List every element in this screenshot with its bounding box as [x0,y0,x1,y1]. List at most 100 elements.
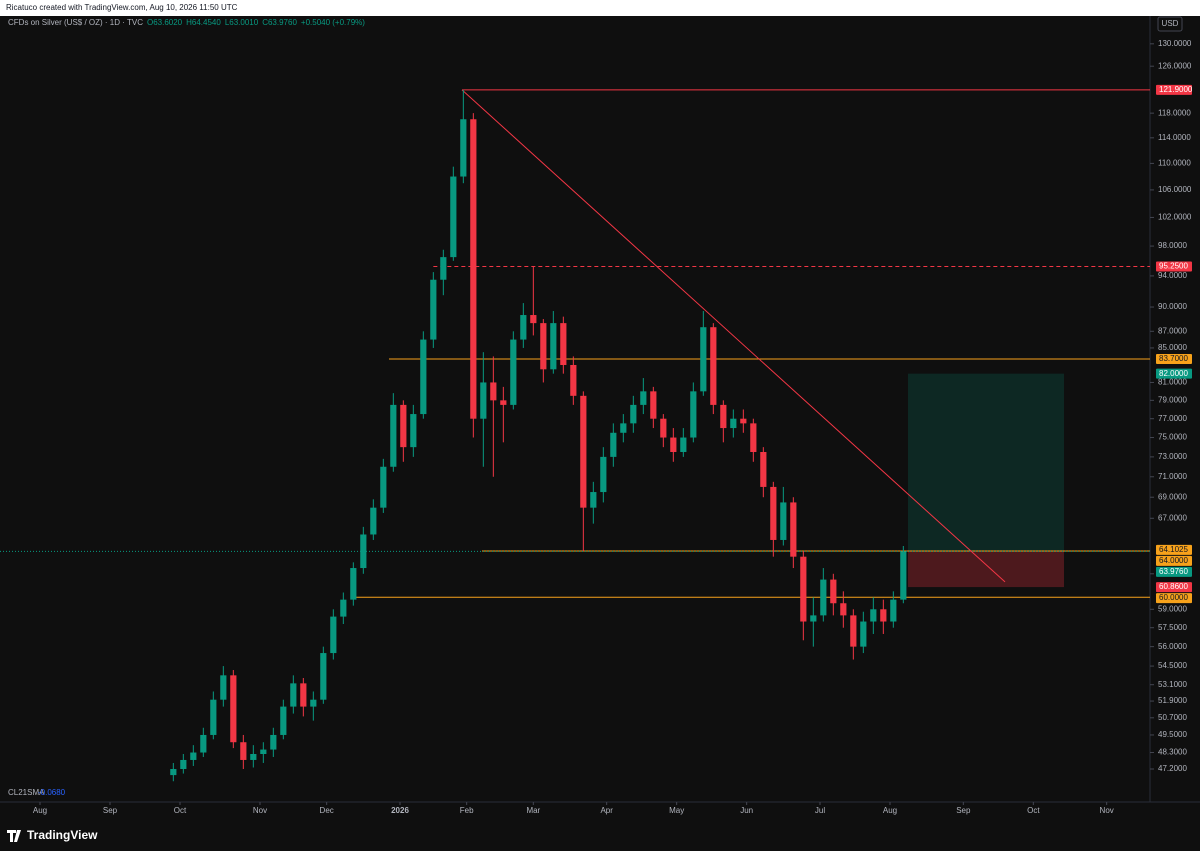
candle-body [890,599,897,622]
legend: CFDs on Silver (US$ / OZ) · 1D · TVC [8,18,143,27]
candle-body [280,706,287,735]
y-tick-label: 81.0000 [1158,378,1187,387]
price-tag-label: 60.8600 [1159,582,1188,591]
y-tick-label: 59.0000 [1158,604,1187,613]
candle-body [360,534,367,569]
candle-body [790,502,797,557]
candle-body [580,395,587,508]
candle-body [510,339,517,405]
legend-value: H64.4540 [186,18,221,27]
price-tag [1156,544,1192,555]
candle-body [390,404,397,467]
footer-logo: TradingView [27,828,98,842]
y-tick-label: 90.0000 [1158,302,1187,311]
y-tick-label: 53.1000 [1158,680,1187,689]
candle-body [720,404,727,429]
x-tick-label: Aug [883,806,897,815]
candle-body [520,315,527,340]
candle-body [740,418,747,424]
price-tag [1156,566,1192,577]
y-tick-label: 77.0000 [1158,414,1187,423]
y-tick-label: 102.0000 [1158,213,1192,222]
legend-value: O63.6020 [147,18,183,27]
candle-body [220,675,227,700]
candle-body [560,323,567,365]
x-tick-label: May [669,806,684,815]
candle-body [650,391,657,419]
candle-body [440,257,447,280]
indicator-value: -0.0680 [38,788,66,797]
candle-body [450,176,457,258]
header-bar [0,0,1200,16]
footer-bar [0,822,1200,851]
candle-body [690,391,697,438]
candle-body [840,603,847,616]
price-tag-label: 60.0000 [1159,593,1188,602]
x-tick-label: Nov [253,806,267,815]
candle-body [540,323,547,370]
candle-body [770,486,777,540]
legend-value: L63.0010 [225,18,259,27]
price-tag [1156,368,1192,379]
x-tick-label: Oct [174,806,187,815]
candle-body [810,615,817,622]
price-tag-label: 121.9000 [1159,85,1193,94]
candle-body [460,119,467,177]
x-tick-label: Nov [1100,806,1114,815]
legend-value: +0.5040 (+0.79%) [301,18,365,27]
y-tick-label: 98.0000 [1158,241,1187,250]
y-tick-label: 114.0000 [1158,133,1191,142]
y-tick-label: 126.0000 [1158,61,1192,70]
candle-body [880,609,887,622]
candle-body [530,315,537,324]
candle-body [570,364,577,396]
indicator-name: CL21SMA [8,788,45,797]
candle-body [600,456,607,493]
candle-body [830,579,837,604]
candle-body [480,382,487,419]
candle-body [200,734,207,753]
candle-body [760,451,767,487]
candle-body [310,699,317,707]
price-tag [1156,593,1192,604]
candle-body [800,556,807,622]
candle-body [700,327,707,392]
y-tick-label: 75.0000 [1158,433,1187,442]
y-tick-label: 106.0000 [1158,185,1192,194]
candle-body [420,339,427,415]
candle-body [190,752,197,760]
y-tick-label: 47.2000 [1158,764,1187,773]
x-tick-label: Jul [815,806,825,815]
plot-area [0,89,1150,782]
candle-body [380,466,387,508]
candle-body [860,621,867,647]
y-tick-label: 73.0000 [1158,452,1187,461]
legend-symbol: CFDs on Silver (US$ / OZ) · 1D · TVC [8,18,143,27]
candle-body [470,119,477,419]
x-tick-label: 2026 [391,806,409,815]
y-tick-label: 56.0000 [1158,642,1187,651]
y-tick-label: 130.0000 [1158,39,1192,48]
y-tick-label: 85.0000 [1158,343,1187,352]
x-tick-label: Aug [33,806,47,815]
x-tick-label: Sep [956,806,971,815]
y-tick-label: 110.0000 [1158,159,1191,168]
candle-body [680,437,687,452]
price-tag [1156,84,1192,95]
candle-body [210,699,217,735]
price-tag-label: 64.0000 [1159,556,1188,565]
profit-zone [908,373,1064,552]
candle-body [730,418,737,429]
candle-body [330,616,337,654]
candle-body [320,653,327,700]
price-tag [1156,555,1192,566]
candle-body [250,754,257,760]
candle-body [850,615,857,647]
candle-body [290,683,297,707]
x-tick-label: Sep [103,806,118,815]
candle-body [900,551,907,600]
candle-body [240,742,247,760]
trendline [461,89,1006,583]
